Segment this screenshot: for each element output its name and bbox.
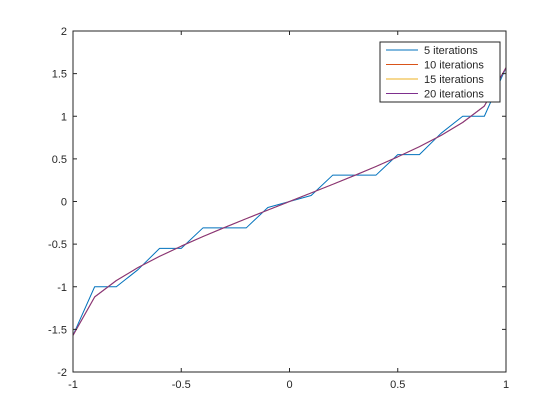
- series-line-4: [72, 67, 507, 336]
- x-tick-label: 1: [503, 379, 509, 391]
- y-tick-label: -1: [57, 282, 67, 294]
- y-tick-label: -0.5: [48, 239, 67, 251]
- y-tick-label: 2: [61, 26, 67, 38]
- x-tick-label: 0: [286, 379, 292, 391]
- series-layer: [72, 67, 507, 336]
- legend-label-3: 15 iterations: [424, 74, 484, 86]
- legend-label-4: 20 iterations: [424, 89, 484, 101]
- legend-label-2: 10 iterations: [424, 60, 484, 72]
- x-tick-label: 0.5: [390, 379, 405, 391]
- x-tick-label: -0.5: [172, 379, 191, 391]
- y-tick-label: 1.5: [52, 69, 67, 81]
- legend: 5 iterations 10 iterations 15 iterations 20…: [379, 41, 501, 103]
- y-tick-label: -1.5: [48, 324, 67, 336]
- y-tick-label: 1: [61, 111, 67, 123]
- y-tick-label: 0.5: [52, 154, 67, 166]
- ticks-layer: -1 -0.5 0 0.5 1 -2 -1.5 -1 -0.5 0 0.5 1 1.5 2: [48, 26, 509, 391]
- x-tick-label: -1: [68, 379, 78, 391]
- legend-box: [379, 41, 501, 103]
- legend-label-1: 5 iterations: [424, 45, 478, 57]
- y-tick-label: -2: [57, 367, 67, 379]
- y-tick-label: 0: [61, 197, 67, 209]
